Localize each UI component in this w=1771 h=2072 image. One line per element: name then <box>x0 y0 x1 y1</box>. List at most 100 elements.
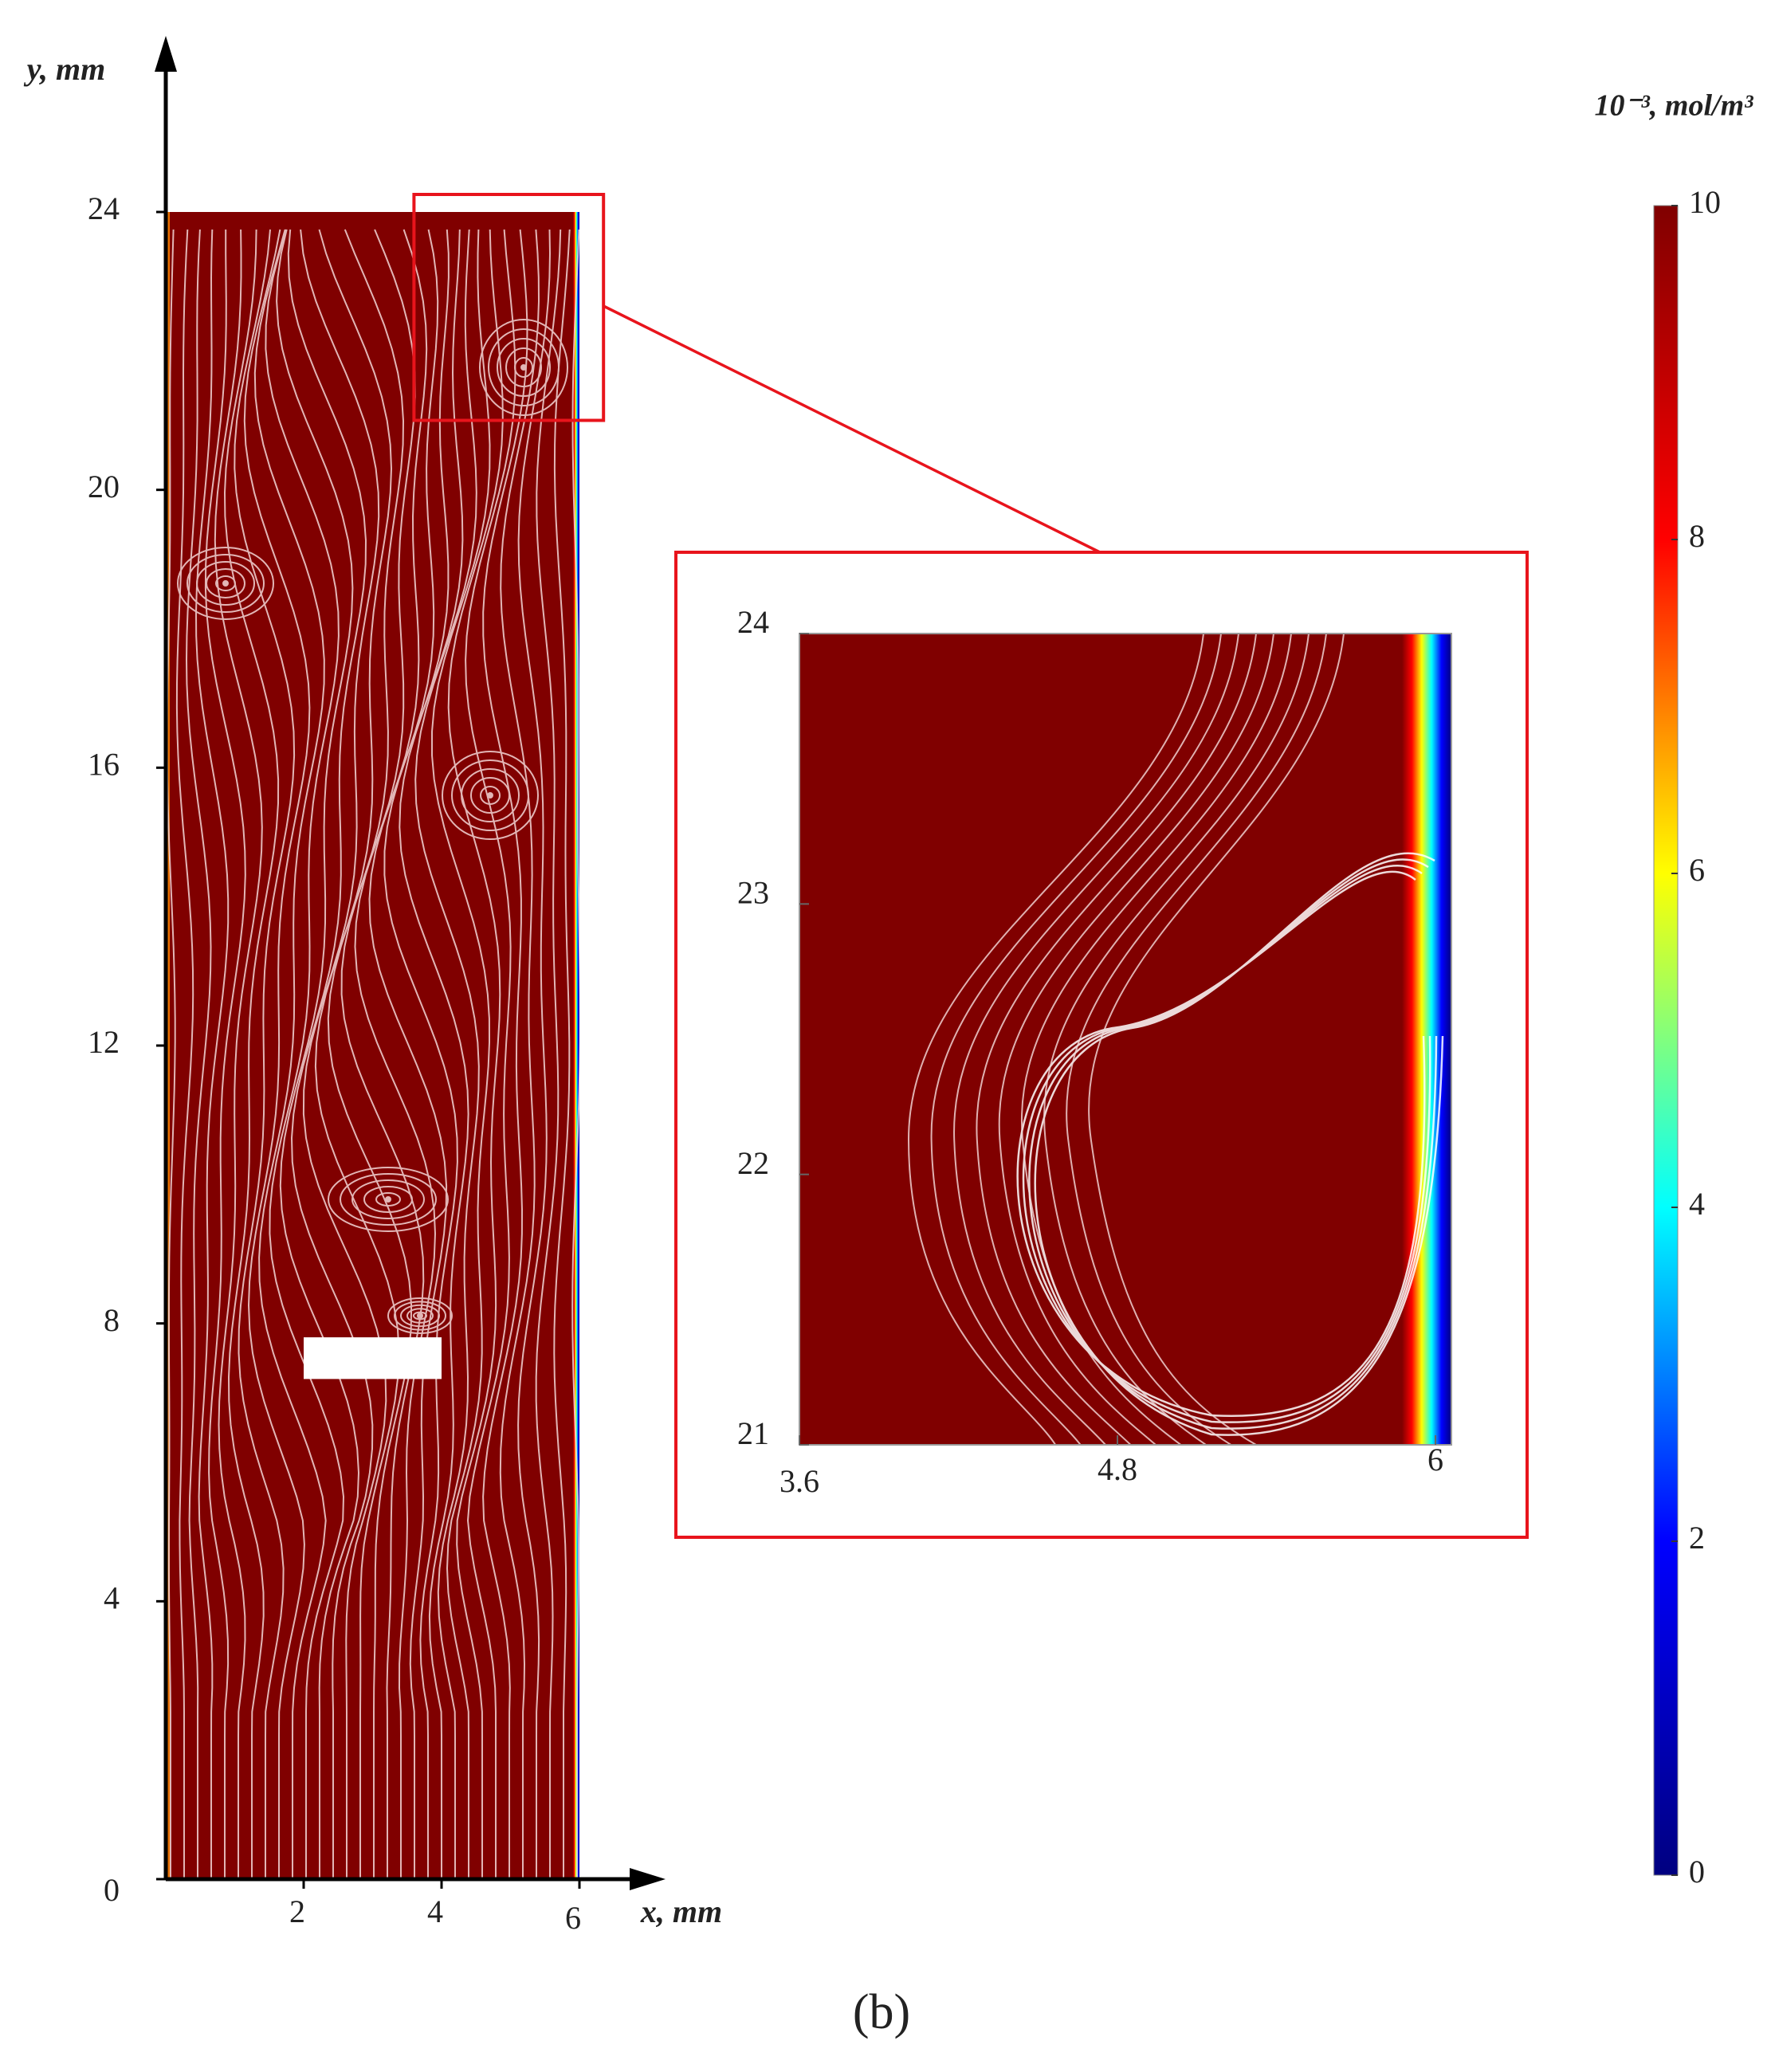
vortex-line <box>461 768 520 822</box>
y-tick-label: 20 <box>88 469 120 504</box>
streamline <box>998 634 1274 1445</box>
streamline <box>1043 634 1310 1445</box>
streamline <box>1022 865 1431 1423</box>
x-arrow <box>630 1868 666 1890</box>
inset-y-tick-label: 24 <box>737 604 769 640</box>
colorbar-tick-label: 2 <box>1689 1520 1705 1556</box>
vortex-line <box>480 786 501 805</box>
y-axis-label: y, mm <box>24 51 106 87</box>
vortex-line <box>442 751 539 840</box>
streamline <box>265 229 345 1879</box>
streamline <box>571 229 579 1879</box>
colorbar-tick-label: 0 <box>1689 1854 1705 1890</box>
vortex-center <box>487 792 493 799</box>
y-arrow <box>155 36 177 72</box>
vortex-line <box>375 1192 401 1207</box>
streamline <box>1020 634 1292 1445</box>
vortex-line <box>187 554 265 613</box>
y-tick-label: 8 <box>104 1302 120 1338</box>
vortex-line <box>351 1179 425 1219</box>
streamline <box>340 229 425 1879</box>
obstacle <box>304 1337 442 1379</box>
vortex-line <box>479 319 568 416</box>
streamline <box>276 229 360 1879</box>
colorbar-tick-label: 6 <box>1689 852 1705 888</box>
vortex-line <box>387 1297 453 1334</box>
streamline <box>930 634 1222 1445</box>
streamline <box>447 229 504 1879</box>
x-tick-label: 4 <box>427 1893 443 1929</box>
y-tick-label: 0 <box>104 1872 120 1908</box>
edge-gradient <box>573 212 579 1879</box>
vortex-line <box>451 759 529 831</box>
inset-border <box>799 633 1452 1446</box>
streamline <box>499 229 540 1879</box>
colorbar-title: 10⁻³, mol/m³ <box>1594 89 1753 123</box>
vortex-line <box>470 777 510 814</box>
x-tick-label: 6 <box>565 1900 581 1936</box>
streamline <box>465 229 516 1879</box>
vortex-center <box>222 580 229 587</box>
inset-x-tick-label: 4.8 <box>1098 1451 1137 1487</box>
colorbar-tick-label: 8 <box>1689 518 1705 554</box>
streamline <box>431 229 491 1879</box>
streamline <box>166 229 176 1879</box>
vortex-line <box>505 347 542 387</box>
colorbar-tick-label: 10 <box>1689 184 1721 220</box>
inset-x-tick-label: 3.6 <box>779 1463 819 1499</box>
streamline <box>368 229 448 1879</box>
vortex-line <box>196 561 255 606</box>
vortex-line <box>340 1173 437 1226</box>
streamline <box>535 229 562 1879</box>
streamline <box>1088 634 1345 1445</box>
connector <box>603 304 1101 554</box>
streamline <box>517 229 552 1879</box>
streamline <box>482 229 528 1879</box>
streamline <box>214 229 263 1879</box>
colorbar <box>1653 205 1679 1876</box>
vortex-center <box>417 1313 423 1319</box>
caption: (b) <box>853 1985 910 2039</box>
vortex-line <box>215 575 236 591</box>
vortex-line <box>488 328 560 406</box>
inset-edge <box>1402 634 1451 1445</box>
streamline <box>234 229 296 1879</box>
streamline <box>953 634 1239 1445</box>
streamline <box>354 229 437 1879</box>
streamline <box>976 634 1257 1445</box>
x-axis-label: x, mm <box>640 1893 722 1929</box>
streamline <box>907 634 1204 1445</box>
vortex-line <box>406 1308 434 1324</box>
streamline <box>223 229 280 1879</box>
vortex-center <box>520 364 527 371</box>
vortex-line <box>177 547 274 620</box>
y-tick-label: 4 <box>104 1580 120 1616</box>
vortex-line <box>206 568 245 598</box>
y-tick-label: 12 <box>88 1024 120 1060</box>
streamline <box>414 229 480 1879</box>
streamline <box>243 229 311 1879</box>
streamline <box>185 229 212 1879</box>
vortex-center <box>385 1196 391 1203</box>
inset-y-tick-label: 23 <box>737 875 769 911</box>
vortex-line <box>363 1186 413 1213</box>
inset-y-tick-label: 21 <box>737 1415 769 1451</box>
streamline <box>204 230 246 1879</box>
inset-field <box>799 634 1451 1445</box>
inset-streamlines <box>907 634 1444 1445</box>
vortex-line <box>413 1311 427 1321</box>
inset-y-tick-label: 22 <box>737 1145 769 1181</box>
vortex-line <box>328 1167 449 1232</box>
y-tick-label: 16 <box>88 747 120 783</box>
inset-x-tick-label: 6 <box>1427 1442 1443 1477</box>
streamline <box>314 229 400 1879</box>
streamline <box>327 229 413 1879</box>
streamline <box>399 229 469 1879</box>
colorbar-tick-label: 4 <box>1689 1186 1705 1222</box>
vortex-line <box>514 357 533 378</box>
vortex-line <box>400 1304 440 1328</box>
x-tick-label: 2 <box>289 1893 305 1929</box>
vortex-line <box>497 338 551 397</box>
vortex-line <box>394 1301 446 1331</box>
